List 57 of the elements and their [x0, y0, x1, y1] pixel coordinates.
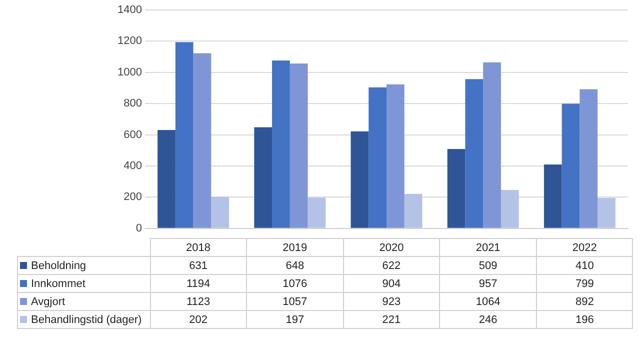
data-label: 622 [343, 256, 440, 274]
y-tick-label: 400 [124, 160, 142, 172]
bar [544, 164, 562, 228]
bar [598, 198, 616, 228]
y-tick-label: 200 [124, 191, 142, 204]
bar [368, 87, 386, 228]
data-label: 196 [536, 310, 633, 328]
data-label: 410 [536, 256, 633, 274]
y-tick-label: 1000 [118, 66, 142, 78]
data-label: 904 [343, 274, 440, 292]
x-tick-label: 2018 [150, 238, 247, 256]
bar [350, 131, 369, 228]
data-label: 1064 [440, 292, 536, 310]
x-tick-label: 2022 [536, 238, 633, 256]
bar [500, 190, 519, 228]
data-label: 197 [246, 310, 344, 328]
legend-label: Beholdning [18, 256, 150, 274]
data-label: 799 [536, 274, 633, 292]
data-label: 1076 [246, 274, 344, 292]
data-label: 1057 [246, 292, 344, 310]
bar [404, 194, 422, 228]
legend-label: Avgjort [18, 292, 150, 310]
data-label: 957 [440, 274, 536, 292]
bar [308, 198, 326, 228]
data-label: 631 [150, 256, 247, 274]
bar [580, 89, 598, 228]
bar [386, 84, 404, 228]
data-label: 1123 [150, 292, 247, 310]
bar [175, 42, 194, 228]
legend-label: Innkommet [18, 274, 150, 292]
data-label: 923 [343, 292, 440, 310]
y-tick-label: 1400 [118, 4, 142, 16]
y-tick-label: 0 [136, 222, 142, 234]
bar [290, 64, 308, 228]
data-label: 202 [150, 310, 247, 328]
bar [447, 148, 466, 228]
x-tick-label: 2021 [440, 238, 536, 256]
data-label: 892 [536, 292, 633, 310]
bar [562, 104, 580, 228]
data-label: 509 [440, 256, 536, 274]
legend-label: Behandlingstid (dager) [18, 310, 150, 328]
y-tick-label: 800 [124, 98, 142, 110]
x-tick-label: 2019 [246, 238, 344, 256]
bar [272, 60, 290, 228]
data-label: 1194 [150, 274, 247, 292]
y-tick-label: 1200 [118, 35, 142, 48]
bar [465, 79, 484, 228]
bar [211, 196, 230, 228]
bar [193, 53, 212, 228]
data-label: 648 [246, 256, 344, 274]
bar [158, 130, 176, 228]
data-label: 221 [343, 310, 440, 328]
x-tick-label: 2020 [343, 238, 440, 256]
y-tick-label: 600 [124, 128, 142, 141]
bar [483, 62, 501, 228]
bar [254, 127, 272, 228]
data-label: 246 [440, 310, 536, 328]
